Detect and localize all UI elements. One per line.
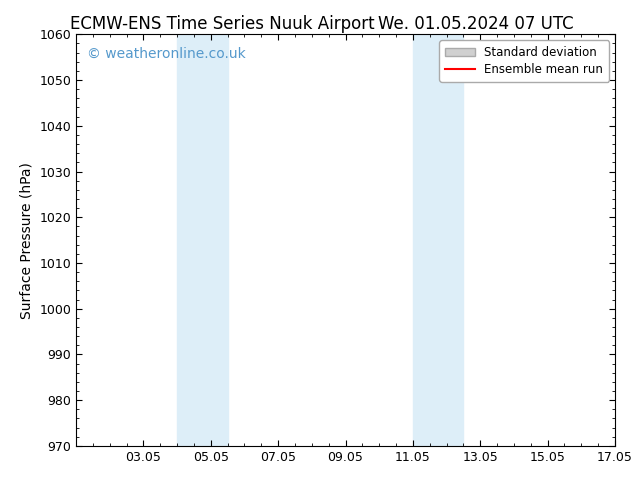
Text: ECMW-ENS Time Series Nuuk Airport: ECMW-ENS Time Series Nuuk Airport [70,15,374,33]
Y-axis label: Surface Pressure (hPa): Surface Pressure (hPa) [20,162,34,318]
Legend: Standard deviation, Ensemble mean run: Standard deviation, Ensemble mean run [439,40,609,81]
Bar [177,34,228,446]
Text: © weatheronline.co.uk: © weatheronline.co.uk [87,47,245,61]
Bar [413,34,463,446]
Text: We. 01.05.2024 07 UTC: We. 01.05.2024 07 UTC [378,15,573,33]
